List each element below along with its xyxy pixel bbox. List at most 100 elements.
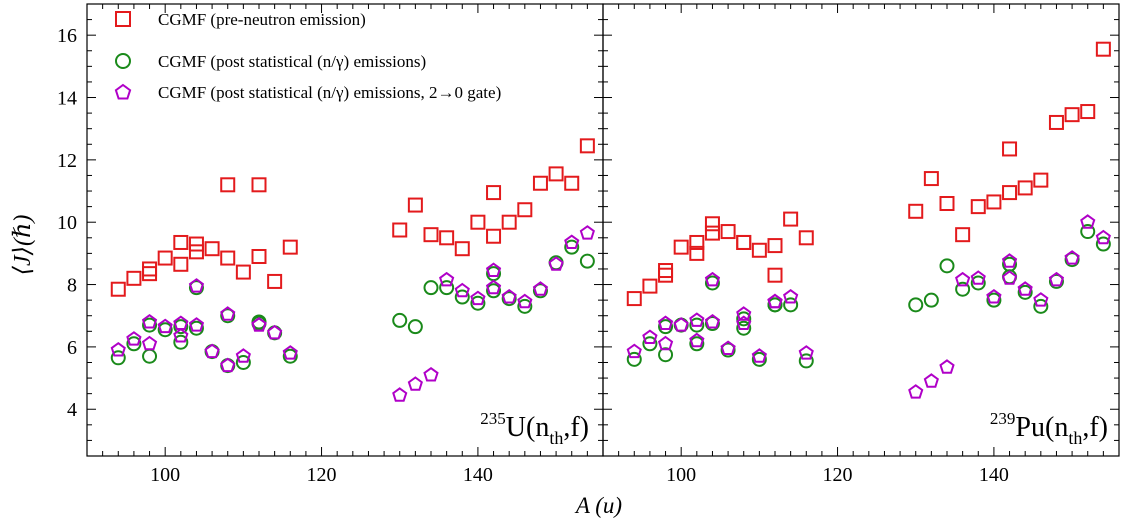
marker-gate bbox=[1001, 270, 1018, 285]
marker-pre-neutron bbox=[282, 239, 298, 255]
x-tick-label: 100 bbox=[150, 464, 180, 486]
marker-pre-neutron bbox=[267, 273, 283, 289]
marker-post-emission bbox=[970, 275, 986, 291]
marker-post-emission bbox=[235, 354, 251, 370]
marker-gate bbox=[532, 281, 549, 296]
marker-gate bbox=[955, 271, 971, 287]
marker-gate bbox=[986, 288, 1002, 304]
marker-post-emission bbox=[220, 308, 236, 324]
marker-gate bbox=[204, 343, 220, 359]
marker-post-emission bbox=[501, 291, 517, 307]
marker-post-emission bbox=[986, 292, 1002, 308]
marker-pre-neutron bbox=[736, 234, 752, 250]
marker-gate bbox=[141, 313, 158, 329]
marker-post-emission bbox=[908, 297, 924, 313]
marker-gate bbox=[923, 373, 939, 388]
marker-gate bbox=[173, 327, 189, 343]
panel-u235: 100 120 140 4 6 8 10 12 14 16 bbox=[57, 3, 604, 486]
marker-gate bbox=[392, 387, 408, 402]
marker-gate bbox=[110, 341, 126, 357]
marker-pre-neutron bbox=[642, 278, 658, 294]
marker-post-emission bbox=[704, 316, 720, 332]
marker-gate bbox=[564, 234, 580, 249]
marker-gate bbox=[157, 318, 173, 334]
x-tick-label: 120 bbox=[307, 464, 337, 486]
marker-pre-neutron bbox=[220, 250, 236, 266]
marker-pre-neutron bbox=[439, 230, 455, 246]
marker-post-emission bbox=[689, 336, 705, 352]
marker-gate bbox=[439, 271, 455, 287]
marker-gate bbox=[1064, 250, 1080, 265]
marker-post-emission bbox=[1017, 284, 1033, 300]
marker-pre-neutron bbox=[1002, 185, 1018, 201]
marker-pre-neutron bbox=[423, 227, 439, 243]
marker-pre-neutron bbox=[486, 228, 502, 244]
x-tick-label: 140 bbox=[979, 464, 1009, 486]
marker-pre-neutron bbox=[751, 242, 767, 258]
panel-label-pu239-sub: th bbox=[1068, 428, 1082, 448]
marker-pre-neutron bbox=[188, 244, 204, 260]
marker-pre-neutron bbox=[173, 256, 189, 272]
marker-gate bbox=[642, 329, 658, 344]
marker-post-emission bbox=[439, 280, 455, 296]
panel-label-u235: 235U(nth,f) bbox=[480, 409, 589, 448]
marker-pre-neutron bbox=[251, 248, 267, 264]
marker-post-emission bbox=[126, 336, 142, 352]
marker-pre-neutron bbox=[1048, 114, 1064, 130]
y-tick-label: 8 bbox=[67, 275, 77, 297]
marker-post-emission bbox=[1064, 252, 1080, 268]
x-tick-label: 140 bbox=[463, 464, 493, 486]
marker-pre-neutron bbox=[1002, 141, 1018, 157]
marker-post-emission bbox=[392, 312, 408, 328]
marker-pre-neutron bbox=[407, 197, 423, 213]
marker-post-emission bbox=[923, 292, 939, 308]
marker-gate bbox=[485, 262, 502, 277]
marker-pre-neutron bbox=[251, 177, 267, 193]
marker-gate bbox=[704, 271, 721, 287]
y-tick-label: 10 bbox=[57, 212, 77, 234]
marker-post-emission bbox=[1048, 273, 1064, 289]
marker-post-emission bbox=[955, 281, 971, 297]
marker-gate bbox=[548, 256, 564, 271]
panel-label-pu239-tail: ,f) bbox=[1082, 412, 1108, 443]
panel-label-u235-sub: th bbox=[549, 428, 563, 448]
marker-gate bbox=[736, 306, 752, 321]
marker-gate bbox=[657, 315, 674, 330]
marker-post-emission bbox=[626, 351, 642, 367]
panel-label-pu239-sup: 239 bbox=[990, 409, 1016, 428]
marker-gate bbox=[626, 343, 642, 359]
marker-gate bbox=[783, 288, 799, 304]
marker-gate bbox=[1017, 281, 1033, 296]
x-tick-label: 100 bbox=[666, 464, 696, 486]
marker-pre-neutron bbox=[188, 236, 204, 252]
marker-post-emission bbox=[486, 283, 502, 299]
marker-pre-neutron bbox=[658, 267, 674, 283]
x-tick-label: 120 bbox=[823, 464, 853, 486]
marker-pre-neutron bbox=[142, 266, 158, 282]
marker-pre-neutron bbox=[704, 225, 720, 241]
marker-pre-neutron bbox=[548, 166, 564, 182]
marker-post-emission bbox=[736, 311, 752, 327]
y-axis-label: ⟨J⟩(ℏ) bbox=[10, 215, 36, 276]
marker-pre-neutron bbox=[986, 194, 1002, 210]
marker-post-emission bbox=[157, 322, 173, 338]
panel-pu239: 100 120 140 bbox=[602, 3, 1120, 486]
marker-gate bbox=[908, 384, 924, 399]
marker-post-emission bbox=[470, 295, 486, 311]
y-tick-label: 12 bbox=[57, 150, 77, 172]
marker-gate bbox=[1095, 229, 1111, 245]
panel-label-pu239: 239Pu(nth,f) bbox=[990, 409, 1108, 448]
plot-frame-pu239 bbox=[602, 3, 1120, 457]
marker-pre-neutron bbox=[392, 222, 408, 238]
marker-gate bbox=[251, 317, 267, 332]
marker-pre-neutron bbox=[1033, 172, 1049, 188]
marker-gate bbox=[1001, 253, 1018, 268]
legend-square-marker bbox=[115, 11, 131, 27]
y-tick-label: 16 bbox=[57, 25, 77, 47]
marker-post-emission bbox=[110, 350, 126, 366]
marker-gate bbox=[579, 225, 595, 240]
legend-label-pre-neutron: CGMF (pre-neutron emission) bbox=[158, 10, 366, 29]
marker-pre-neutron bbox=[955, 227, 971, 243]
marker-gate bbox=[689, 312, 705, 327]
